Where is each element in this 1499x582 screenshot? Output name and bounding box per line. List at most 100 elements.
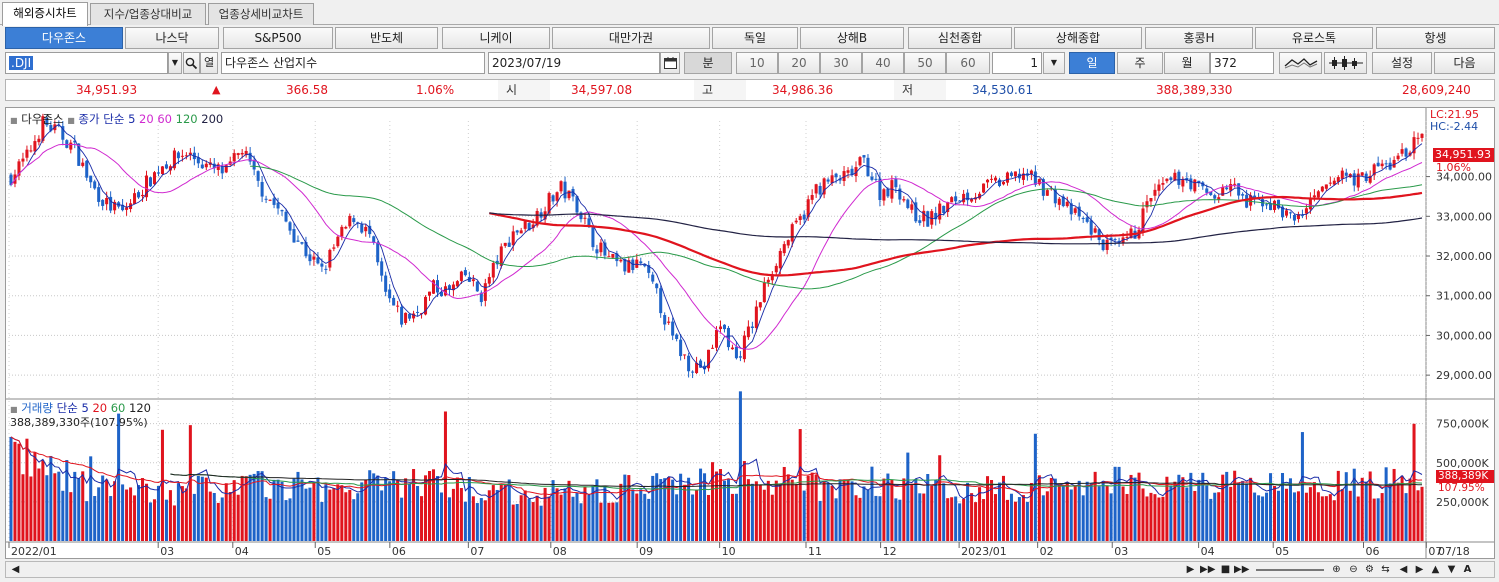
scroll-down-icon[interactable]: ▼	[1447, 564, 1456, 575]
candle-body	[404, 312, 408, 323]
minute-20-button[interactable]: 20	[778, 52, 820, 74]
market-button-nikkei[interactable]: 니케이	[442, 27, 550, 49]
candle-body	[754, 306, 758, 329]
play-icon[interactable]: ▶▶	[1200, 564, 1216, 575]
volume-bar	[196, 475, 200, 541]
market-button-shanghai-b[interactable]: 상해B	[800, 27, 904, 49]
volume-bar	[495, 489, 499, 541]
zoom-out-icon[interactable]: ⊖	[1349, 564, 1358, 575]
open-price: 34,597.08	[571, 83, 633, 97]
scroll-left-icon[interactable]: ◀	[11, 564, 20, 575]
scroll-up-icon[interactable]: ▲	[1431, 564, 1440, 575]
candle-body	[1029, 170, 1033, 175]
volume-bar	[1005, 499, 1009, 541]
volume-bar	[400, 497, 404, 541]
candle-body	[914, 202, 918, 222]
volume-bar	[216, 502, 220, 541]
settings-gear-icon[interactable]: ⚙	[1365, 564, 1374, 575]
chart-scrollbar[interactable]: ◀ ▶ ▶▶ ■ ▶▶ ⊕ ⊖ ⚙ ⇆ ◀ ▶ ▲ ▼ A	[5, 561, 1495, 578]
candle-body	[986, 179, 990, 183]
candle-body	[1005, 172, 1009, 183]
chart-type-icon[interactable]	[1279, 52, 1322, 74]
candle-body	[758, 302, 762, 308]
candle-body	[878, 178, 882, 201]
sync-icon[interactable]: ⇆	[1381, 564, 1390, 575]
candle-body	[1304, 208, 1308, 214]
market-button-taiwan[interactable]: 대만가권	[552, 27, 710, 49]
candle-body	[794, 220, 798, 223]
candle-body	[699, 360, 703, 368]
period-day-button[interactable]: 일	[1069, 52, 1115, 74]
volume-bar	[878, 496, 882, 541]
count-input[interactable]: 372	[1210, 52, 1274, 74]
volume-bar	[1085, 481, 1089, 541]
minute-60-button[interactable]: 60	[946, 52, 990, 74]
settings-button[interactable]: 설정	[1372, 52, 1432, 74]
volume-bar	[950, 497, 954, 541]
market-button-semiconductor[interactable]: 반도체	[335, 27, 438, 49]
market-button-hongkong-h[interactable]: 홍콩H	[1145, 27, 1253, 49]
legend-volume-name: 거래량	[21, 401, 53, 415]
market-button-nasdaq[interactable]: 나스닥	[125, 27, 219, 49]
candle-body	[479, 292, 483, 303]
fast-forward-icon[interactable]: ▶▶	[1234, 564, 1250, 575]
candle-body	[1372, 164, 1376, 176]
tab-sector-compare[interactable]: 업종상세비교차트	[208, 3, 314, 25]
zoom-in-icon[interactable]: ⊕	[1332, 564, 1341, 575]
x-tick-label: 07	[470, 545, 484, 558]
candle-body	[750, 326, 754, 328]
ma200-line	[489, 212, 1423, 245]
zoom-slider-track[interactable]	[1256, 569, 1324, 571]
candle-body	[284, 211, 288, 222]
market-button-sp500[interactable]: S&P500	[223, 27, 333, 49]
symbol-input[interactable]: .DJI	[5, 52, 168, 74]
volume-bar	[930, 485, 934, 541]
candle-body	[1412, 137, 1416, 154]
candle-body	[802, 214, 806, 220]
scroll-end-icon[interactable]: ▶	[1415, 564, 1424, 575]
period-week-button[interactable]: 주	[1117, 52, 1163, 74]
scroll-right-icon[interactable]: ▶	[1186, 564, 1195, 575]
candle-body	[220, 166, 224, 174]
font-size-icon[interactable]: A	[1463, 564, 1472, 575]
interval-dropdown-icon[interactable]: ▼	[1043, 52, 1065, 74]
calendar-icon[interactable]	[660, 52, 680, 74]
candle-type-icon[interactable]	[1324, 52, 1367, 74]
volume-bar	[121, 484, 125, 541]
minute-10-button[interactable]: 10	[736, 52, 778, 74]
minute-30-button[interactable]: 30	[820, 52, 862, 74]
period-month-button[interactable]: 월	[1164, 52, 1210, 74]
tab-index-compare[interactable]: 지수/업종상대비교	[90, 3, 206, 25]
chart-area[interactable]: 34,000.00 33,000.00 32,000.00 31,000.00 30,0…	[5, 107, 1495, 559]
symbol-dropdown-icon[interactable]: ▼	[168, 52, 182, 74]
stop-icon[interactable]: ■	[1220, 564, 1231, 575]
volume-bar	[1404, 493, 1408, 541]
candle-body	[1025, 173, 1029, 176]
market-button-germany[interactable]: 독일	[712, 27, 798, 49]
market-button-dow[interactable]: 다우존스	[5, 27, 123, 49]
scroll-start-icon[interactable]: ◀	[1399, 564, 1408, 575]
minute-40-button[interactable]: 40	[862, 52, 904, 74]
interval-spinner[interactable]: 1	[992, 52, 1042, 74]
candle-body	[714, 329, 719, 348]
candle-body	[137, 192, 141, 198]
next-button[interactable]: 다음	[1434, 52, 1495, 74]
market-button-eurostoxx[interactable]: 유로스톡	[1255, 27, 1373, 49]
market-button-shenzhen[interactable]: 심천종합	[908, 27, 1012, 49]
volume-bar	[806, 475, 810, 541]
search-icon[interactable]	[183, 52, 200, 74]
market-button-shanghai-composite[interactable]: 상해종합	[1014, 27, 1142, 49]
volume-bar	[970, 493, 974, 541]
tab-overseas-chart[interactable]: 해외증시차트	[2, 2, 88, 26]
lock-toggle-button[interactable]: 열	[200, 52, 218, 74]
date-input[interactable]: 2023/07/19	[488, 52, 660, 74]
price-volume-chart[interactable]: 34,000.00 33,000.00 32,000.00 31,000.00 30,0…	[6, 108, 1494, 558]
volume-bar	[280, 481, 284, 541]
candle-body	[1332, 180, 1336, 185]
minute-50-button[interactable]: 50	[904, 52, 946, 74]
candle-body	[643, 264, 647, 267]
market-button-hangseng[interactable]: 항셍	[1376, 27, 1495, 49]
minute-button[interactable]: 분	[684, 52, 732, 74]
volume-bar	[1368, 471, 1372, 541]
candle-body	[1173, 172, 1177, 181]
